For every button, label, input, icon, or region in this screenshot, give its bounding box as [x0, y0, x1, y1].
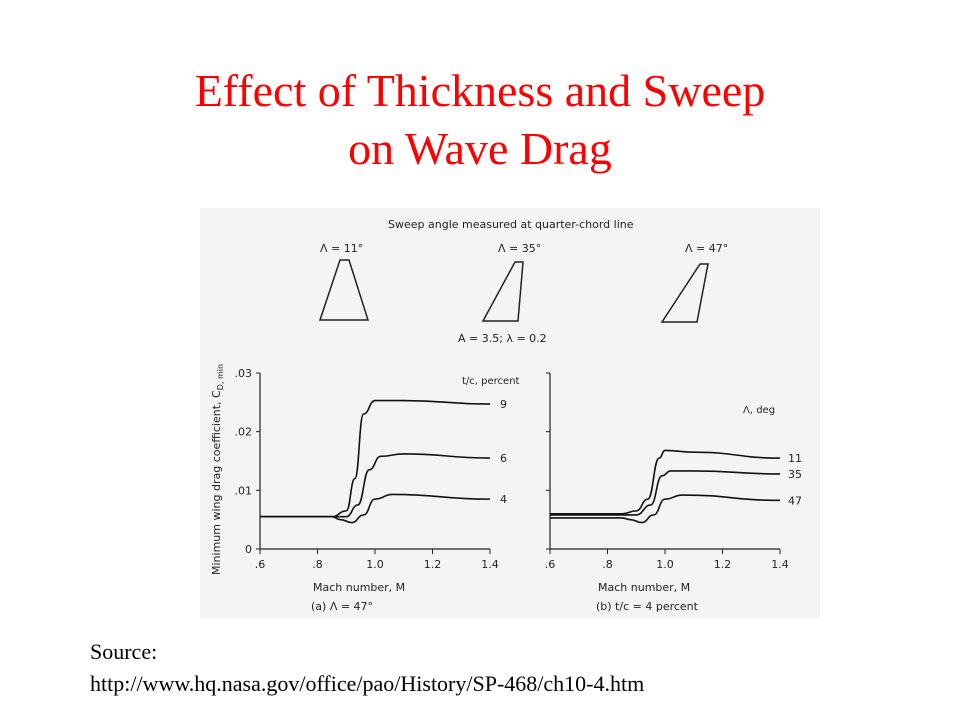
planform-shape-35	[481, 261, 524, 322]
nasa-figure: Sweep angle measured at quarter-chord li…	[200, 208, 820, 618]
chart-b-x-tick-label: .6	[545, 558, 556, 571]
chart-b-series-label-11: 11	[788, 452, 802, 465]
planform-shape-47	[660, 263, 709, 323]
figure-svg: Sweep angle measured at quarter-chord li…	[210, 218, 802, 613]
chart-a: 0 .01 .02 .03 .6 .8 1.0 1.2 1.4 9 6 4 t/c, percen…	[235, 367, 520, 613]
chart-b-x-tick-label: 1.2	[714, 558, 732, 571]
source-label: Source:	[90, 639, 158, 664]
chart-a-y-tick-label: .02	[235, 426, 253, 439]
chart-a-y-tick-label: 0	[245, 543, 252, 556]
chart-a-y-tick-label: .01	[235, 484, 253, 497]
planform-shape-11	[318, 259, 370, 321]
chart-a-x-tick-label: 1.2	[424, 558, 442, 571]
chart-b-x-tick-label: 1.0	[656, 558, 674, 571]
slide-title-line-2: on Wave Drag	[348, 123, 612, 174]
chart-a-x-tick-label: .6	[255, 558, 266, 571]
chart-b-legend-title: Λ, deg	[743, 405, 775, 416]
chart-b-series-label-47: 47	[788, 494, 802, 507]
slide-title-line-1: Effect of Thickness and Sweep	[194, 65, 766, 116]
y-axis-label: Minimum wing drag coefficient, CD, min	[210, 364, 225, 575]
source-url[interactable]: http://www.hq.nasa.gov/office/pao/Histor…	[90, 671, 645, 696]
chart-b-series-line-47	[550, 494, 781, 524]
chart-b-x-tick-label: 1.4	[771, 558, 789, 571]
chart-b-x-tick-label: .8	[602, 558, 613, 571]
planform-label-11: Λ = 11°	[320, 242, 363, 255]
chart-a-series-line-4	[260, 493, 491, 524]
source-citation: Source: http://www.hq.nasa.gov/office/pa…	[90, 636, 950, 700]
chart-a-caption: (a) Λ = 47°	[311, 600, 373, 613]
chart-a-x-tick-label: 1.0	[366, 558, 384, 571]
chart-b-series-label-35: 35	[788, 468, 802, 481]
chart-a-series-label-6: 6	[500, 452, 507, 465]
chart-a-y-tick-label: .03	[235, 367, 253, 380]
planform-params: A = 3.5; λ = 0.2	[458, 332, 547, 345]
chart-a-series-line-6	[260, 453, 491, 518]
chart-b-series-line-11	[549, 449, 781, 515]
chart-a-x-label: Mach number, M	[313, 581, 405, 594]
chart-b-caption: (b) t/c = 4 percent	[596, 600, 699, 613]
chart-b-x-label: Mach number, M	[598, 581, 690, 594]
chart-a-x-tick-label: .8	[312, 558, 323, 571]
planform-label-35: Λ = 35°	[498, 242, 541, 255]
planform-header: Sweep angle measured at quarter-chord li…	[388, 218, 634, 231]
chart-a-series-label-4: 4	[500, 493, 507, 506]
chart-a-legend-title: t/c, percent	[462, 376, 520, 387]
chart-a-series-label-9: 9	[500, 398, 507, 411]
chart-b: .6 .8 1.0 1.2 1.4 11 35 47 Λ, deg Mach number,…	[545, 372, 802, 613]
slide-title: Effect of Thickness and Sweep on Wave Dr…	[0, 62, 960, 178]
chart-a-x-tick-label: 1.4	[481, 558, 499, 571]
planform-label-47: Λ = 47°	[685, 242, 728, 255]
chart-b-series-line-35	[549, 470, 781, 516]
